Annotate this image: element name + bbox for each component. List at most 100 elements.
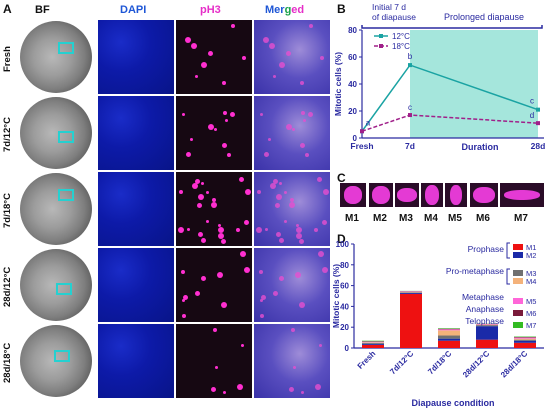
- merged-nucleus: [296, 227, 302, 233]
- ph3-nucleus: [195, 75, 198, 78]
- legend-label: M6: [526, 309, 536, 318]
- mitotic-cell-m5: [445, 183, 467, 207]
- bar-segment-m6: [362, 341, 384, 342]
- y-tick-label: 0: [345, 344, 350, 353]
- merged-nucleus: [261, 295, 266, 300]
- chromatin: [473, 187, 495, 203]
- ph3-nucleus: [244, 267, 250, 273]
- ph3-nucleus: [239, 177, 244, 182]
- prolonged-band: [410, 30, 538, 138]
- dapi-image-28d-12c: [98, 248, 174, 322]
- legend-marker: [379, 34, 383, 38]
- bar-segment-m4: [476, 324, 498, 326]
- merged-nucleus: [309, 24, 313, 28]
- phase-prolonged: Prolonged diapause: [444, 12, 524, 22]
- merged-nucleus: [284, 220, 287, 223]
- mitotic-stage-label-m5: M5: [448, 213, 462, 224]
- merged-nucleus: [289, 387, 294, 392]
- ph3-nucleus: [211, 202, 217, 208]
- col-header-bf: BF: [35, 4, 50, 16]
- ph3-nucleus: [218, 224, 221, 227]
- ph3-image-28d-18c: [176, 324, 252, 398]
- mitotic-stage-label-m2: M2: [373, 213, 387, 224]
- merged-nucleus: [301, 391, 304, 394]
- y-tick-label: 100: [336, 240, 350, 249]
- mitotic-cell-m3: [395, 183, 419, 207]
- bar-segment-m5: [400, 291, 422, 292]
- merged-nucleus: [256, 227, 262, 233]
- significance-letter: c: [530, 97, 534, 106]
- ph3-nucleus: [181, 270, 185, 274]
- merged-nucleus: [286, 124, 292, 130]
- series-point: [536, 121, 540, 126]
- legend-swatch: [513, 298, 523, 304]
- roi-box: [58, 189, 74, 201]
- mitotic-cell-m2: [369, 183, 393, 207]
- legend-group-label: Telophase: [465, 316, 504, 326]
- ph3-nucleus: [191, 43, 197, 49]
- phase-initial-line1: Initial 7 d: [372, 2, 406, 12]
- ph3-nucleus: [240, 251, 246, 257]
- merged-nucleus: [260, 113, 263, 116]
- merged-nucleus: [305, 153, 309, 157]
- bar-segment-m1: [476, 339, 498, 348]
- ph3-nucleus: [183, 295, 188, 300]
- ph3-nucleus: [222, 81, 226, 85]
- x-tick-label: 28d/18°C: [499, 349, 529, 379]
- bar-segment-m2: [514, 340, 536, 343]
- ph3-nucleus: [206, 191, 209, 194]
- merged-nucleus: [296, 233, 302, 239]
- panel-b-letter: B: [337, 2, 346, 16]
- x-axis-label: Duration: [462, 142, 499, 152]
- ph3-nucleus: [186, 152, 191, 157]
- ph3-nucleus: [182, 314, 186, 318]
- ph3-nucleus: [190, 138, 193, 141]
- x-tick-label: 7d: [405, 141, 415, 151]
- merged-nucleus: [273, 179, 278, 184]
- legend-swatch: [513, 310, 523, 316]
- bar-segment-m4: [438, 330, 460, 336]
- ph3-nucleus: [244, 220, 249, 225]
- legend-swatch: [513, 278, 523, 284]
- ph3-nucleus: [231, 24, 235, 28]
- bar-segment-m4: [514, 338, 536, 340]
- ph3-image-28d-12c: [176, 248, 252, 322]
- merged-image-fresh: [254, 20, 330, 94]
- chromatin: [344, 186, 362, 204]
- ph3-nucleus: [245, 189, 251, 195]
- mitotic-cell-m6: [470, 183, 498, 207]
- ph3-nucleus: [178, 227, 184, 233]
- row-label-7d-18c: 7d/18°C: [2, 193, 13, 229]
- chromatin: [397, 188, 417, 202]
- y-tick-label: 80: [340, 261, 349, 270]
- ph3-nucleus: [179, 190, 183, 194]
- ph3-nucleus: [223, 111, 227, 115]
- merged-nucleus: [314, 228, 318, 232]
- bf-embryo: [20, 21, 92, 93]
- bar-segment-m2: [438, 338, 460, 341]
- bf-image-fresh: [18, 20, 96, 94]
- x-axis-label: Diapause condition: [411, 398, 494, 408]
- merged-nucleus: [276, 232, 281, 237]
- y-tick-label: 60: [340, 282, 349, 291]
- merged-nucleus: [260, 314, 264, 318]
- bar-segment-m3: [476, 325, 498, 327]
- ph3-nucleus: [227, 153, 231, 157]
- mitotic-stage-label-m1: M1: [345, 213, 359, 224]
- ph3-image-fresh: [176, 20, 252, 94]
- merged-nucleus: [270, 183, 276, 189]
- merged-nucleus: [322, 220, 327, 225]
- merged-nucleus: [300, 143, 305, 148]
- bar-segment-m3: [514, 339, 536, 341]
- bar-segment-m4: [400, 291, 422, 293]
- ph3-nucleus: [215, 366, 218, 369]
- merged-nucleus: [260, 299, 263, 302]
- legend-label: 18°C: [392, 42, 410, 51]
- bar-segment-m5: [476, 324, 498, 325]
- bf-image-28d-18c: [18, 324, 96, 398]
- ph3-nucleus: [221, 302, 227, 308]
- series-point: [536, 107, 540, 112]
- merged-nucleus: [290, 198, 294, 202]
- ph3-nucleus: [241, 344, 244, 347]
- bf-image-28d-12c: [18, 248, 96, 322]
